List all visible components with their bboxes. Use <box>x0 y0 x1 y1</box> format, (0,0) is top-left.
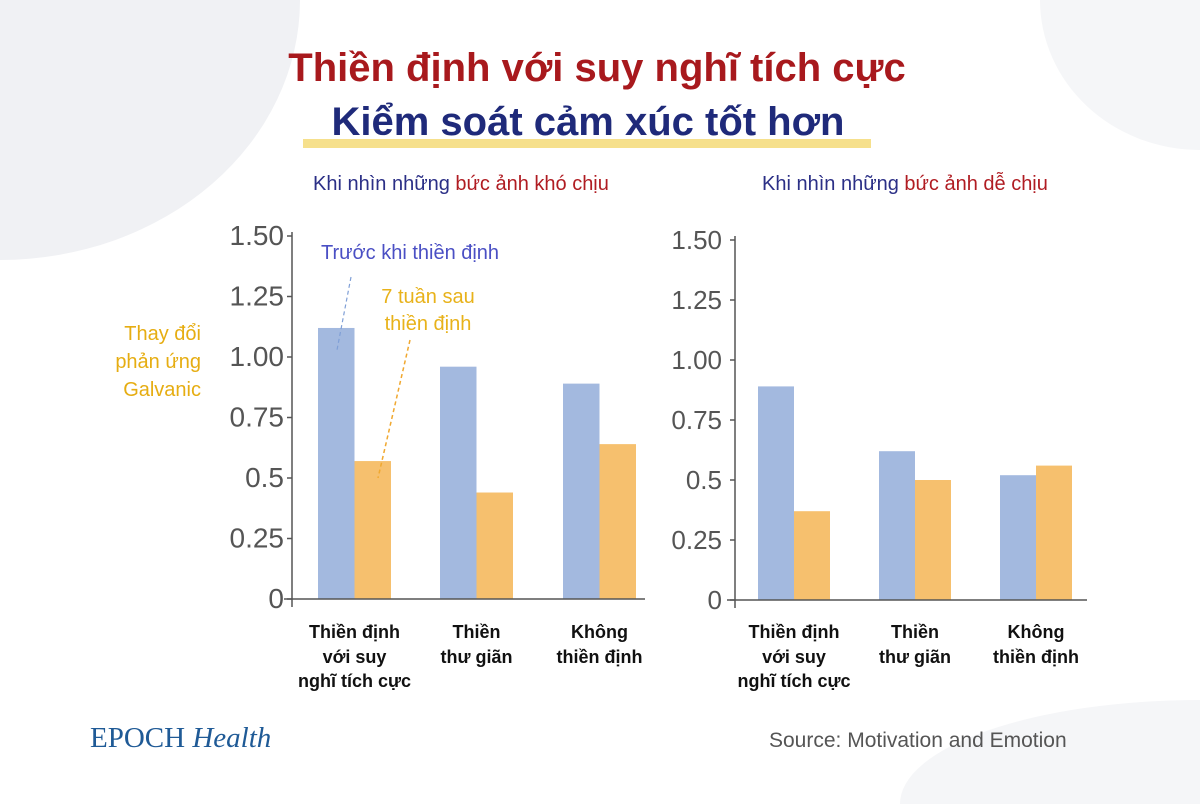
page-title: Thiền định với suy nghĩ tích cực <box>288 46 906 90</box>
y-axis-label-line: phản ứng <box>115 351 201 373</box>
y-tick-label: 0 <box>268 583 284 614</box>
right-chart-title-emphasis: bức ảnh dễ chịu <box>904 173 1048 195</box>
y-axis-label-line: Galvanic <box>123 379 201 401</box>
left-chart-title-emphasis: bức ảnh khó chịu <box>455 173 609 195</box>
bar-before <box>758 386 794 600</box>
page-subtitle: Kiểm soát cảm xúc tốt hơn <box>331 100 845 144</box>
y-axis-label-line: Thay đổi <box>124 323 201 345</box>
x-category-label: Thiền định với suy nghĩ tích cực <box>265 620 445 694</box>
x-category-label-line: Thiền định <box>309 622 400 642</box>
right-chart-title: Khi nhìn những bức ảnh dễ chịu <box>762 173 1048 196</box>
bar-before <box>563 383 600 599</box>
bar-after <box>476 492 513 599</box>
y-axis-label: Thay đổi phản ứng Galvanic <box>60 320 201 404</box>
y-tick-label: 1.50 <box>230 220 285 251</box>
x-category-label-line: thiền định <box>993 646 1079 667</box>
legend-before: Trước khi thiền định <box>321 242 500 264</box>
x-category-label: Thiền thư giãn <box>825 620 1005 669</box>
legend-after: 7 tuần sau thiền định <box>348 284 508 338</box>
x-category-label-line: với suy <box>762 646 826 667</box>
bar-before <box>318 327 355 599</box>
left-chart-title: Khi nhìn những bức ảnh khó chịu <box>313 173 609 196</box>
x-category-label-line: thiền định <box>556 646 643 667</box>
bar-before <box>1000 475 1036 600</box>
legend-after-leader <box>377 339 411 479</box>
x-category-label-line: thư giãn <box>440 646 513 667</box>
y-tick-label: 0.5 <box>245 462 284 493</box>
x-category-label-line: Thiền <box>891 622 939 642</box>
y-tick-label: 0.75 <box>230 402 285 433</box>
logo-section: Health <box>192 722 272 754</box>
x-category-label-line: Không <box>571 622 628 642</box>
legend-after-line: thiền định <box>384 313 472 335</box>
x-category-label-line: nghĩ tích cực <box>297 671 412 691</box>
bar-after <box>794 511 830 600</box>
y-tick-label: 1.50 <box>671 225 722 255</box>
epoch-health-logo: EPOCH Health <box>90 722 271 755</box>
left-chart-title-part: Khi nhìn những <box>313 173 456 195</box>
logo-brand: EPOCH <box>90 722 186 754</box>
y-tick-label: 1.25 <box>671 285 722 315</box>
x-category-label: Không thiền định <box>510 620 690 669</box>
bar-after <box>1036 465 1072 600</box>
bar-after <box>599 444 636 599</box>
bar-before <box>879 451 915 600</box>
x-category-label-line: Không <box>1007 622 1065 642</box>
x-category-label: Thiền thư giãn <box>387 620 567 669</box>
x-category-label-line: Thiền định <box>748 622 840 642</box>
x-category-label-line: nghĩ tích cực <box>737 671 851 691</box>
y-tick-label: 1.00 <box>671 345 722 375</box>
bar-after <box>915 480 951 600</box>
right-chart-title-part: Khi nhìn những <box>762 173 905 195</box>
x-category-label-line: với suy <box>322 646 387 667</box>
y-tick-label: 0.25 <box>230 523 285 554</box>
legend-after-line: 7 tuần sau <box>381 286 475 308</box>
bar-before <box>440 366 477 599</box>
bar-after <box>354 461 391 599</box>
y-tick-label: 0 <box>708 585 722 615</box>
y-tick-label: 0.5 <box>686 465 722 495</box>
y-tick-label: 1.25 <box>230 281 285 312</box>
subtitle-highlight <box>303 139 871 148</box>
x-category-label-line: thư giãn <box>878 646 952 667</box>
y-tick-label: 0.75 <box>671 405 722 435</box>
x-category-label: Không thiền định <box>946 620 1126 669</box>
x-category-label-line: Thiền <box>452 622 501 642</box>
legend-before-leader <box>336 276 352 351</box>
source-note: Source: Motivation and Emotion <box>769 729 1067 752</box>
x-category-label: Thiền định với suy nghĩ tích cực <box>704 620 884 694</box>
y-tick-label: 1.00 <box>230 341 285 372</box>
y-tick-label: 0.25 <box>671 525 722 555</box>
